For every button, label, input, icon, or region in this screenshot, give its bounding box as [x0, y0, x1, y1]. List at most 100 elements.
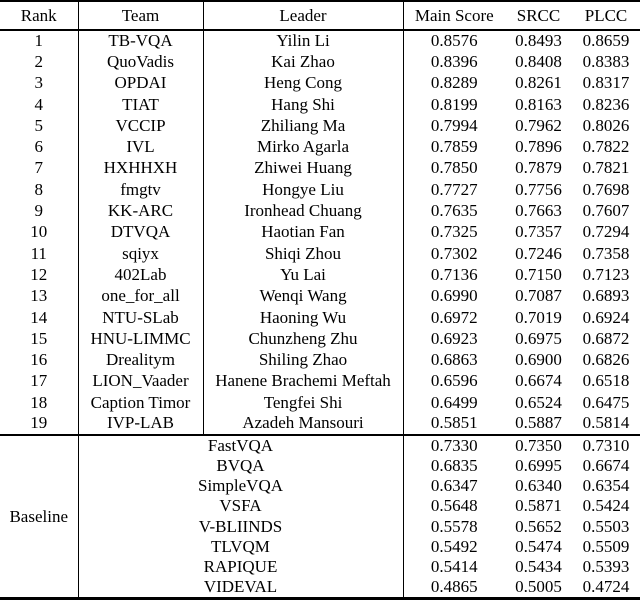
rank-cell: 18 — [0, 392, 79, 414]
table-row: 9 KK-ARC Ironhead Chuang 0.7635 0.7663 0… — [0, 200, 640, 222]
main-score-cell: 0.4865 — [430, 577, 478, 597]
main-score-cell: 0.6499 — [430, 392, 478, 412]
table-header: Rank Team Leader Main Score SRCC PLCC — [0, 1, 640, 31]
baseline-method-cell: VSFA — [78, 496, 404, 517]
leader-cell: Hongye Liu — [203, 179, 404, 201]
table-row: 18 Caption Timor Tengfei Shi 0.6499 0.65… — [0, 392, 640, 414]
plcc-cell: 0.7123 — [582, 264, 630, 284]
header-row: Rank Team Leader Main Score SRCC PLCC — [0, 1, 640, 31]
main-score-cell: 0.8289 — [430, 73, 478, 93]
leader-cell: Tengfei Shi — [203, 392, 404, 414]
rank-cell: 15 — [0, 328, 79, 350]
main-score-cell: 0.7330 — [403, 433, 505, 456]
srcc-cell: 0.7896 — [515, 137, 562, 157]
plcc-cell: 0.5509 — [582, 536, 630, 556]
plcc-cell: 0.6924 — [582, 307, 630, 327]
main-score-cell: 0.5414 — [430, 557, 478, 577]
leader-cell: Zhiliang Ma — [203, 115, 404, 137]
table-row: 14 NTU-SLab Haoning Wu 0.6972 0.7019 0.6… — [0, 306, 640, 329]
team-cell: IVP-LAB — [78, 413, 204, 435]
rank-cell: 7 — [0, 157, 79, 180]
table-row: 4 TIAT Hang Shi 0.8199 0.8163 0.8236 — [0, 93, 640, 116]
ranked-teams-section: 1 TB-VQA Yilin Li 0.8576 0.8493 0.8659 2… — [0, 30, 640, 435]
leader-cell: Haotian Fan — [203, 221, 404, 243]
table-row: 17 LION_Vaader Hanene Brachemi Meftah 0.… — [0, 370, 640, 393]
table-row: 12 402Lab Yu Lai 0.7136 0.7150 0.7123 — [0, 264, 640, 286]
leader-cell: Azadeh Mansouri — [203, 413, 404, 435]
baseline-section: Baseline FastVQA 0.7330 0.7350 0.7310 BV… — [0, 433, 640, 599]
baseline-method-cell: TLVQM — [78, 536, 404, 558]
table-row: 3 OPDAI Heng Cong 0.8289 0.8261 0.8317 — [0, 72, 640, 94]
header-plcc: PLCC — [572, 1, 640, 31]
team-cell: IVL — [78, 136, 204, 158]
plcc-cell: 0.5424 — [582, 496, 630, 516]
table-row: 15 HNU-LIMMC Chunzheng Zhu 0.6923 0.6975… — [0, 328, 640, 350]
table-row: 19 IVP-LAB Azadeh Mansouri 0.5851 0.5887… — [0, 413, 640, 435]
main-score-cell: 0.6972 — [430, 307, 478, 327]
team-cell: Drealitym — [78, 349, 204, 371]
team-cell: NTU-SLab — [78, 306, 204, 329]
leader-cell: Mirko Agarla — [203, 136, 404, 158]
plcc-cell: 0.6354 — [582, 476, 630, 496]
srcc-cell: 0.8493 — [515, 31, 562, 51]
rank-cell: 17 — [0, 370, 79, 393]
main-score-cell: 0.6923 — [430, 328, 478, 348]
leader-cell: Shiling Zhao — [203, 349, 404, 371]
main-score-cell: 0.7994 — [430, 115, 478, 135]
leader-cell: Haoning Wu — [203, 306, 404, 329]
plcc-cell: 0.7358 — [582, 243, 630, 263]
table-row: 6 IVL Mirko Agarla 0.7859 0.7896 0.7822 — [0, 136, 640, 158]
baseline-method-cell: SimpleVQA — [78, 475, 404, 497]
leader-cell: Hanene Brachemi Meftah — [203, 370, 404, 393]
main-score-cell: 0.7635 — [430, 201, 478, 221]
team-cell: TB-VQA — [78, 30, 204, 52]
rank-cell: 1 — [0, 30, 79, 52]
plcc-cell: 0.7294 — [582, 222, 630, 242]
main-score-cell: 0.7325 — [430, 222, 478, 242]
team-cell: TIAT — [78, 93, 204, 116]
srcc-cell: 0.6995 — [515, 455, 562, 475]
team-cell: OPDAI — [78, 72, 204, 94]
table-row: 2 QuoVadis Kai Zhao 0.8396 0.8408 0.8383 — [0, 51, 640, 73]
baseline-method-cell: RAPIQUE — [78, 557, 404, 578]
baseline-method-cell: VIDEVAL — [78, 577, 404, 599]
baseline-method-cell: V-BLIINDS — [78, 516, 404, 537]
plcc-cell: 0.7821 — [582, 158, 630, 178]
main-score-cell: 0.6596 — [430, 371, 478, 391]
rank-cell: 10 — [0, 221, 79, 243]
plcc-cell: 0.6518 — [582, 371, 630, 391]
team-cell: Caption Timor — [78, 392, 204, 414]
srcc-cell: 0.8163 — [515, 94, 562, 114]
plcc-cell: 0.8659 — [582, 31, 630, 51]
main-score-cell: 0.7302 — [430, 243, 478, 263]
team-cell: fmgtv — [78, 179, 204, 201]
baseline-row: V-BLIINDS 0.5578 0.5652 0.5503 — [0, 516, 640, 537]
team-cell: sqiyx — [78, 242, 204, 265]
srcc-cell: 0.5871 — [515, 496, 562, 516]
main-score-cell: 0.6347 — [430, 476, 478, 496]
baseline-method-cell: FastVQA — [78, 433, 404, 456]
rank-cell: 19 — [0, 413, 79, 435]
rank-cell: 9 — [0, 200, 79, 222]
leader-cell: Hang Shi — [203, 93, 404, 116]
plcc-cell: 0.7310 — [572, 433, 640, 456]
main-score-cell: 0.5492 — [430, 536, 478, 556]
baseline-row: VSFA 0.5648 0.5871 0.5424 — [0, 496, 640, 517]
main-score-cell: 0.5648 — [430, 496, 478, 516]
leader-cell: Heng Cong — [203, 72, 404, 94]
main-score-cell: 0.8199 — [430, 94, 478, 114]
header-leader: Leader — [203, 1, 404, 31]
baseline-row: Baseline FastVQA 0.7330 0.7350 0.7310 — [0, 433, 640, 599]
plcc-cell: 0.6475 — [582, 392, 630, 412]
plcc-cell: 0.6674 — [582, 455, 630, 475]
main-score-cell: 0.7859 — [430, 137, 478, 157]
leader-cell: Yilin Li — [203, 30, 404, 52]
main-score-cell: 0.8576 — [430, 31, 478, 51]
team-cell: one_for_all — [78, 285, 204, 307]
header-team: Team — [78, 1, 204, 31]
team-cell: 402Lab — [78, 264, 204, 286]
header-rank: Rank — [0, 1, 79, 31]
plcc-cell: 0.5503 — [582, 516, 630, 536]
plcc-cell: 0.7822 — [582, 137, 630, 157]
baseline-row: RAPIQUE 0.5414 0.5434 0.5393 — [0, 557, 640, 578]
